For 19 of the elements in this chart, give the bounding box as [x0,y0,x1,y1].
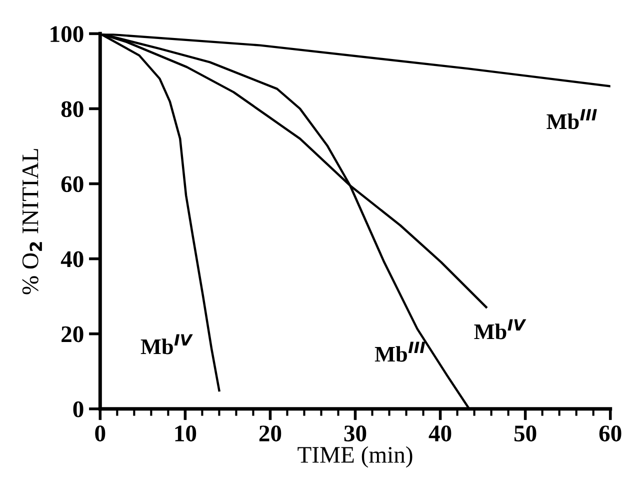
x-axis-title: TIME (min) [298,446,412,468]
series-label: Mb$^{III}$ [374,342,426,362]
y-tick-label: 0 [73,401,84,418]
series-label: Mb$^{IV}$ [474,319,526,340]
series-label: Mb$^{III}$ [546,109,597,130]
x-tick-label: 20 [259,426,282,442]
y-tick-label: 80 [61,101,84,118]
x-tick-label: 60 [599,426,622,442]
x-tick-label: 30 [344,426,366,442]
y-tick-label: 40 [60,251,84,268]
x-tick-label: 50 [514,426,536,442]
y-tick-label: 60 [61,176,84,192]
x-tick-label: 40 [428,426,452,442]
x-tick-label: 0 [95,426,106,442]
y-tick-label: 20 [62,326,84,342]
y-axis-title: % O$_{2}$ INITIAL [22,149,42,294]
x-tick-label: 10 [175,426,196,442]
y-tick-label: 100 [50,26,84,42]
series-label: Mb$^{IV}$ [140,334,193,354]
